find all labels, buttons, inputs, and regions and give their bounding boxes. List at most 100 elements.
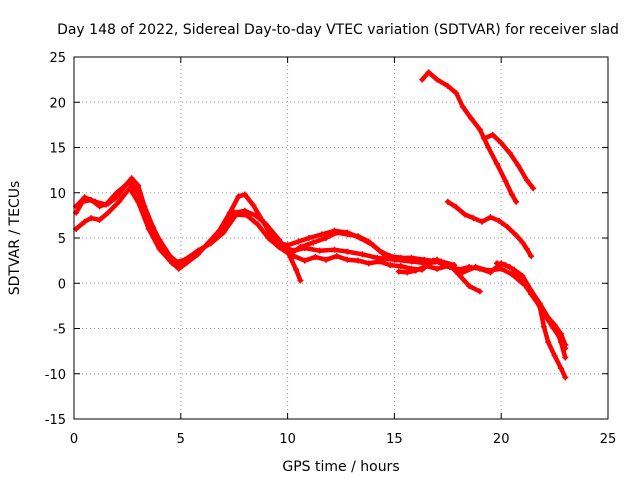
y-tick-label: 5 xyxy=(58,232,66,247)
data-point xyxy=(481,135,488,142)
data-point xyxy=(156,245,163,252)
data-point xyxy=(382,253,389,260)
data-point xyxy=(493,160,500,167)
data-point xyxy=(558,365,565,372)
data-point xyxy=(96,216,103,223)
data-point xyxy=(444,263,451,270)
data-point xyxy=(126,185,133,192)
data-point xyxy=(316,247,323,254)
data-point xyxy=(293,266,300,273)
y-axis-label: SDTVAR / TECUs xyxy=(7,181,23,296)
data-point xyxy=(284,242,291,249)
data-point xyxy=(496,217,503,224)
data-point xyxy=(344,229,351,236)
data-point xyxy=(466,282,473,289)
data-point xyxy=(105,209,112,216)
data-point xyxy=(523,245,530,252)
data-point xyxy=(252,212,259,219)
data-point xyxy=(235,193,242,200)
data-point xyxy=(515,162,522,169)
data-point xyxy=(536,302,543,309)
data-point xyxy=(103,201,110,208)
data-point xyxy=(88,215,95,222)
data-point xyxy=(395,254,402,261)
data-point xyxy=(365,260,372,267)
series-layer xyxy=(73,69,569,381)
data-point xyxy=(562,354,569,361)
data-point xyxy=(419,76,426,83)
y-tick-label: -5 xyxy=(53,323,66,338)
data-point xyxy=(444,82,451,89)
data-point xyxy=(504,224,511,231)
data-point xyxy=(547,318,554,325)
data-point xyxy=(387,262,394,269)
data-point xyxy=(502,177,509,184)
axis-ticks: 0 5 10 15 20 25 -15 -10 -5 0 5 10 15 20 25 xyxy=(45,51,617,447)
data-point xyxy=(558,339,565,346)
data-point xyxy=(207,240,214,247)
data-point xyxy=(250,202,257,209)
data-point xyxy=(444,198,451,205)
y-tick-label: -15 xyxy=(45,413,66,428)
data-point xyxy=(470,215,477,222)
x-tick-label: 0 xyxy=(70,432,78,447)
data-point xyxy=(453,90,460,97)
data-point xyxy=(408,255,415,262)
data-point xyxy=(508,271,515,278)
data-point xyxy=(312,254,319,261)
data-point xyxy=(291,253,298,260)
y-tick-label: 10 xyxy=(49,187,66,202)
data-point xyxy=(513,198,520,205)
data-point xyxy=(318,231,325,238)
data-point xyxy=(297,277,304,284)
data-point xyxy=(404,269,411,276)
data-point xyxy=(357,235,364,241)
data-point xyxy=(425,69,432,76)
data-point xyxy=(455,266,462,273)
data-point xyxy=(126,178,133,185)
data-point xyxy=(169,260,176,267)
data-point xyxy=(81,194,88,201)
data-series-arc-8 xyxy=(481,131,537,192)
data-point xyxy=(466,263,473,270)
y-tick-label: 0 xyxy=(58,277,66,292)
data-point xyxy=(241,207,248,214)
data-point xyxy=(434,76,441,83)
data-point xyxy=(487,214,494,221)
data-point xyxy=(182,256,189,263)
data-point xyxy=(310,239,317,246)
data-point xyxy=(498,265,505,272)
data-point xyxy=(115,198,122,205)
data-point xyxy=(508,191,515,198)
data-point xyxy=(175,265,182,272)
data-point xyxy=(493,260,500,267)
data-point xyxy=(344,256,351,263)
data-point xyxy=(333,253,340,260)
data-point xyxy=(530,185,537,192)
data-point xyxy=(286,251,293,258)
x-tick-label: 15 xyxy=(386,432,403,447)
data-point xyxy=(273,239,280,246)
data-point xyxy=(301,257,308,264)
data-point xyxy=(487,269,494,276)
data-point xyxy=(331,227,338,234)
data-point xyxy=(562,374,569,381)
data-point xyxy=(551,352,558,359)
data-point xyxy=(519,273,526,280)
data-point xyxy=(233,211,240,218)
data-series-arc-7 xyxy=(419,69,520,205)
data-point xyxy=(344,248,351,255)
x-axis-label: GPS time / hours xyxy=(282,459,399,475)
data-point xyxy=(545,339,552,346)
y-tick-label: 25 xyxy=(49,51,66,66)
x-tick-label: 20 xyxy=(493,432,510,447)
data-point xyxy=(135,182,142,189)
data-point xyxy=(476,265,483,272)
data-point xyxy=(423,263,430,270)
data-point xyxy=(540,309,547,316)
data-point xyxy=(489,131,496,138)
data-point xyxy=(113,189,120,196)
data-point xyxy=(506,149,513,156)
data-point xyxy=(145,225,152,232)
